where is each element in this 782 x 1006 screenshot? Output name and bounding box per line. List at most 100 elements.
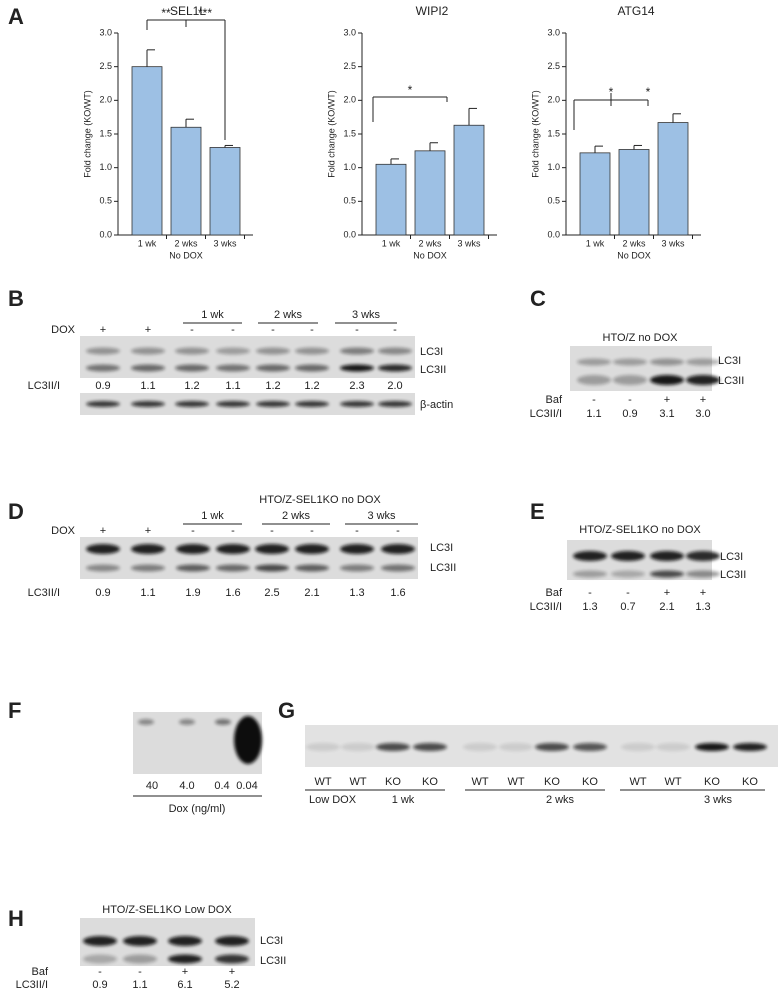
x-sublabel: No DOX (169, 250, 203, 260)
ratio-value: 1.9 (185, 587, 200, 599)
lane-label: KO (742, 776, 758, 788)
x-tick-label: 2 wks (622, 238, 646, 248)
group-label: 1 wk (201, 510, 224, 522)
ratio-value: 1.1 (140, 380, 155, 392)
blot-band (378, 401, 412, 407)
lane-sign: - (355, 525, 359, 537)
y-tick-label: 2.0 (99, 95, 112, 105)
blot-band (621, 743, 655, 751)
bar (131, 66, 163, 236)
band-label: LC3I (420, 346, 443, 358)
group-label: 2 wks (274, 309, 303, 321)
blot-band (340, 564, 374, 572)
lane-label: WT (664, 776, 681, 788)
group-label: 3 wks (704, 794, 733, 806)
blot-band (216, 364, 250, 372)
x-sublabel: No DOX (617, 250, 651, 260)
lane-sign: + (664, 587, 670, 599)
blot-band (86, 544, 120, 554)
y-axis-label: Fold change (KO/WT) (326, 90, 336, 178)
blot-band (573, 551, 607, 561)
blot-band (381, 544, 415, 554)
blot-band (216, 564, 250, 572)
y-tick-label: 1.0 (547, 162, 560, 172)
blot-title: HTO/Z-SEL1KO Low DOX (102, 904, 232, 916)
bar (657, 122, 689, 236)
blot-band (577, 358, 611, 366)
significance-star: * (408, 83, 413, 97)
y-tick-label: 2.0 (343, 95, 356, 105)
panel-letter: E (530, 499, 545, 524)
blot-band (295, 564, 329, 572)
lane-label: KO (704, 776, 720, 788)
blot-band (256, 364, 290, 372)
blot-band (179, 719, 195, 725)
blot-band (686, 570, 720, 578)
ratio-value: 2.3 (349, 380, 364, 392)
ratio-value: 1.2 (184, 380, 199, 392)
blot-band (378, 347, 412, 355)
chart-title: ATG14 (617, 4, 654, 18)
blot-band (611, 551, 645, 561)
blot-band (340, 364, 374, 372)
lane-label: 40 (146, 780, 158, 792)
blot-band (175, 347, 209, 355)
band-label: LC3I (718, 355, 741, 367)
lane-label: 4.0 (179, 780, 194, 792)
lane-label: WT (314, 776, 331, 788)
ratio-label: LC3II/I (530, 601, 562, 613)
lane-sign: - (271, 324, 275, 336)
blot-band (573, 570, 607, 578)
lane-sign: + (145, 525, 151, 537)
blot-band (535, 743, 569, 751)
blot-band (86, 401, 120, 407)
blot-band (376, 743, 410, 751)
ratio-value: 1.3 (695, 601, 710, 613)
blot-band (686, 375, 720, 385)
axis-label: Dox (ng/ml) (169, 803, 226, 815)
ratio-label: LC3II/I (28, 587, 60, 599)
blot-band (413, 743, 447, 751)
blot-band (341, 743, 375, 751)
bar (170, 126, 202, 236)
group-label: 2 wks (282, 510, 311, 522)
blot-band (686, 551, 720, 561)
blot-band (340, 401, 374, 407)
blot-band (499, 743, 533, 751)
x-tick-label: 3 wks (661, 238, 685, 248)
lane-sign: - (191, 525, 195, 537)
lane-label: KO (582, 776, 598, 788)
ratio-value: 1.2 (265, 380, 280, 392)
blot-band (86, 564, 120, 572)
lane-sign: + (700, 394, 706, 406)
lane-label: WT (629, 776, 646, 788)
group-label: 1 wk (201, 309, 224, 321)
panel-letter: D (8, 499, 24, 524)
blot-band (168, 954, 202, 964)
blot-title: HTO/Z no DOX (603, 332, 679, 344)
y-tick-label: 2.0 (547, 95, 560, 105)
lane-sign: - (355, 324, 359, 336)
y-tick-label: 3.0 (99, 27, 112, 37)
blot-band (86, 347, 120, 355)
lane-sign: - (270, 525, 274, 537)
panel-letter: B (8, 286, 24, 311)
blot-band (650, 551, 684, 561)
blot-band (123, 936, 157, 946)
y-tick-label: 0.0 (343, 229, 356, 239)
row-label: Baf (545, 394, 562, 406)
lane-label: 0.04 (236, 780, 257, 792)
lane-label: WT (349, 776, 366, 788)
bar (209, 147, 241, 236)
bar (618, 149, 650, 236)
blot-band (176, 544, 210, 554)
x-sublabel: No DOX (413, 250, 447, 260)
blot-band (131, 544, 165, 554)
band-label: LC3I (720, 551, 743, 563)
y-tick-label: 2.5 (343, 61, 356, 71)
blot-band (656, 743, 690, 751)
blot (80, 336, 415, 378)
blot-band (83, 936, 117, 946)
blot-band (295, 364, 329, 372)
